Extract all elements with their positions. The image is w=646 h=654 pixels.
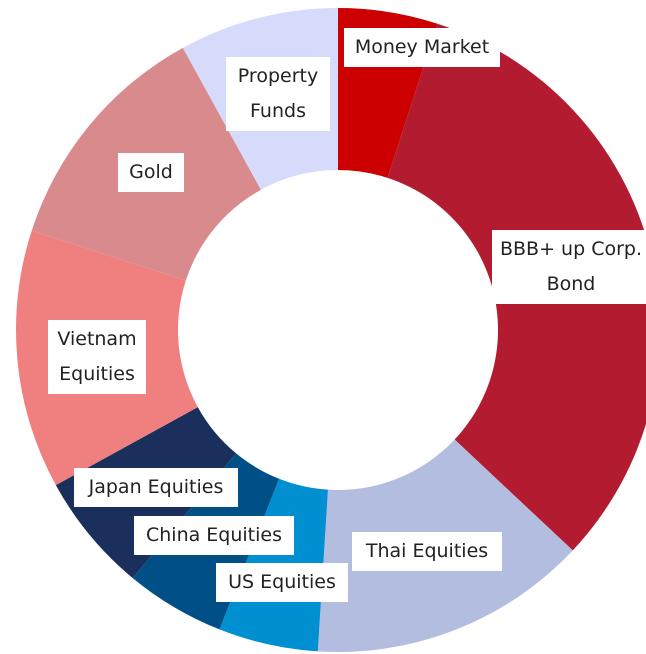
slice-label: Japan Equities	[74, 468, 238, 507]
slice-label: Property Funds	[226, 57, 330, 131]
slice-label: Vietnam Equities	[48, 320, 146, 394]
slice-label: Gold	[118, 153, 184, 192]
slice-label: Money Market	[344, 28, 500, 67]
slice-label: US Equities	[216, 563, 348, 602]
slice-label: BBB+ up Corp. Bond	[492, 230, 646, 304]
slice-label: China Equities	[134, 516, 294, 555]
slice-label: Thai Equities	[352, 532, 502, 571]
